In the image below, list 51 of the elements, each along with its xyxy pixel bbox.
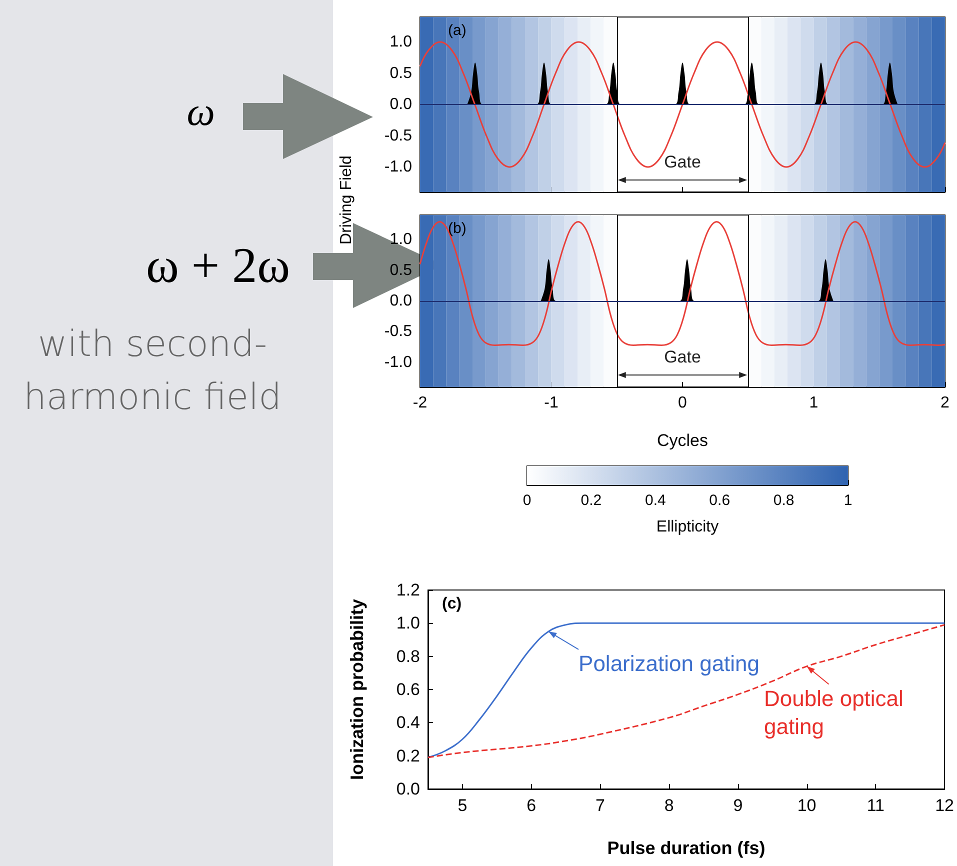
y-tick-label: 0.6: [396, 680, 420, 699]
x-tick-label: 9: [733, 796, 743, 815]
annotation: Polarization gating: [578, 650, 760, 676]
x-tick-label: 12: [935, 796, 954, 815]
text: ω + 2ω: [144, 236, 290, 294]
x-tick-label: 7: [595, 796, 605, 815]
x-tick-label: -2: [412, 394, 428, 412]
y-tick-label: -0.5: [384, 323, 412, 340]
y-tick-label: 1.2: [396, 580, 420, 600]
x-tick-label: 8: [664, 796, 674, 815]
y-tick-label: 0.0: [390, 96, 412, 113]
color-bar-label: 1: [844, 492, 852, 509]
y-axis-title: Driving Field: [338, 154, 356, 246]
color-bar-label: 0.8: [773, 492, 794, 509]
x-tick-label: 11: [866, 796, 884, 815]
text: with second-harmonic field: [22, 323, 282, 420]
y-tick-label: 0.2: [396, 746, 420, 766]
annotation: (a): [448, 22, 466, 39]
y-tick-label: -1.0: [384, 158, 412, 176]
annotation: Gate: [664, 152, 701, 172]
annotation: (c): [442, 596, 462, 612]
x-tick-label: 2: [940, 394, 950, 412]
y-tick-label: 0.8: [396, 646, 420, 666]
annotation: Double optical gating: [764, 686, 910, 739]
x-axis-title: Pulse duration (fs): [607, 838, 766, 858]
x-tick-label: 1: [809, 394, 818, 412]
text: ω: [186, 88, 215, 135]
annotation: (b): [448, 220, 466, 237]
y-tick-label: -0.5: [384, 127, 412, 144]
x-axis-title: Cycles: [656, 431, 708, 450]
y-tick-label: 1.0: [390, 34, 412, 50]
color-bar-label: 0.4: [644, 492, 666, 509]
y-tick-label: 0.0: [396, 780, 420, 798]
y-axis-title: Ionization probability: [347, 599, 367, 780]
y-tick-label: 1.0: [390, 231, 412, 248]
y-tick-label: 0.5: [390, 262, 412, 279]
x-tick-label: 6: [526, 796, 536, 815]
color-bar-label: 0.2: [580, 492, 602, 509]
y-tick-label: 0.5: [390, 64, 412, 82]
x-tick-label: 5: [458, 796, 468, 815]
color-bar-label: 0.6: [709, 492, 730, 509]
y-tick-label: 1.0: [396, 614, 420, 633]
y-tick-label: -1.0: [384, 354, 412, 371]
x-tick-label: -1: [544, 394, 558, 412]
color-bar-label: 0: [522, 492, 532, 509]
x-tick-label: 0: [678, 394, 688, 412]
annotation: Gate: [664, 348, 701, 366]
y-tick-label: 0.4: [396, 713, 420, 732]
x-tick-label: 10: [797, 796, 816, 815]
y-tick-label: 0.0: [390, 292, 412, 310]
color-bar-title: Ellipticity: [656, 518, 719, 536]
